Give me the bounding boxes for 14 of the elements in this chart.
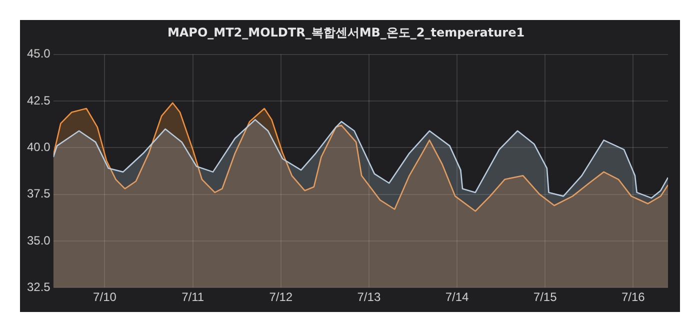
y-tick-label: 42.5 — [26, 93, 51, 108]
x-tick-label: 7/12 — [269, 290, 293, 304]
chart-title: MAPO_MT2_MOLDTR_복합센서MB_온도_2_temperature1 — [167, 25, 525, 40]
x-tick-label: 7/14 — [445, 290, 470, 304]
y-tick-label: 35.0 — [26, 233, 51, 248]
y-tick-label: 40.0 — [26, 140, 51, 154]
y-tick-label: 45.0 — [26, 46, 51, 61]
y-tick-label: 37.5 — [26, 186, 51, 201]
x-tick-label: 7/13 — [357, 290, 381, 304]
x-tick-label: 7/11 — [182, 290, 204, 304]
x-tick-label: 7/16 — [621, 290, 646, 304]
y-tick-label: 32.5 — [26, 280, 51, 294]
x-tick-label: 7/15 — [533, 290, 558, 304]
x-tick-label: 7/10 — [93, 290, 117, 304]
